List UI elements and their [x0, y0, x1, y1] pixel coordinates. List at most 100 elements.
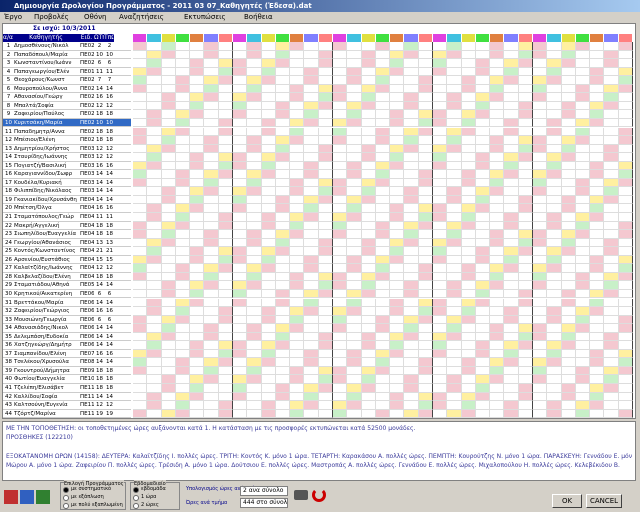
slot[interactable] — [475, 204, 491, 213]
slot[interactable] — [333, 255, 348, 265]
cell[interactable]: 12 — [96, 154, 103, 161]
slot[interactable] — [361, 178, 376, 188]
cell[interactable]: ΠΕ04 — [80, 265, 94, 272]
slot[interactable] — [218, 315, 233, 325]
slot[interactable] — [275, 230, 291, 239]
slot[interactable] — [504, 375, 519, 384]
cell[interactable]: ΠΕ02 — [80, 128, 94, 135]
slot[interactable] — [161, 392, 176, 402]
slot[interactable] — [261, 349, 276, 359]
slot[interactable] — [404, 42, 419, 51]
slot[interactable] — [618, 272, 633, 282]
slot[interactable] — [533, 392, 548, 402]
slot[interactable] — [518, 144, 533, 154]
slot[interactable] — [147, 178, 162, 188]
slot[interactable] — [475, 161, 491, 171]
slot[interactable] — [433, 195, 448, 205]
cell[interactable]: 37 — [5, 350, 12, 357]
slot[interactable] — [618, 401, 633, 410]
slot[interactable] — [518, 384, 533, 393]
slot[interactable] — [533, 349, 548, 359]
slot[interactable] — [447, 136, 462, 145]
cell[interactable]: 12 — [96, 102, 103, 109]
slot[interactable] — [275, 298, 291, 308]
slot[interactable] — [133, 230, 148, 239]
cell[interactable]: Δημητρίου/Χρήστος — [14, 145, 70, 152]
slot[interactable] — [618, 59, 633, 68]
slot[interactable] — [547, 170, 562, 179]
slot[interactable] — [418, 118, 433, 128]
cell[interactable]: 8 — [6, 102, 11, 109]
slot[interactable] — [547, 324, 562, 333]
cell[interactable]: 7 — [107, 77, 112, 84]
slot[interactable] — [247, 84, 262, 94]
slot[interactable] — [133, 93, 148, 102]
slot[interactable] — [247, 392, 262, 402]
slot[interactable] — [147, 110, 162, 119]
cell[interactable]: 44 — [5, 410, 12, 417]
slot[interactable] — [304, 110, 319, 119]
slot[interactable] — [261, 392, 276, 402]
slot[interactable] — [233, 195, 248, 205]
slot[interactable] — [261, 50, 276, 60]
slot[interactable] — [290, 76, 305, 85]
cell[interactable]: 25 — [5, 248, 12, 255]
slot[interactable] — [561, 315, 576, 325]
slot[interactable] — [561, 144, 576, 154]
slot[interactable] — [190, 349, 205, 359]
slot[interactable] — [218, 384, 233, 393]
slot[interactable] — [247, 136, 262, 145]
slot[interactable] — [604, 281, 619, 290]
slot[interactable] — [547, 230, 562, 239]
slot[interactable] — [590, 409, 605, 419]
cell[interactable]: ΠΕ01 — [80, 68, 94, 75]
slot[interactable] — [461, 153, 476, 162]
slot[interactable] — [433, 409, 448, 419]
slot[interactable] — [590, 349, 605, 359]
slot[interactable] — [175, 110, 191, 119]
slot[interactable] — [404, 272, 419, 282]
slot[interactable] — [275, 358, 291, 367]
slot[interactable] — [475, 324, 491, 333]
slot[interactable] — [475, 332, 491, 342]
slot[interactable] — [318, 187, 333, 196]
slot[interactable] — [333, 324, 348, 333]
slot[interactable] — [204, 170, 219, 179]
slot[interactable] — [375, 144, 391, 154]
slot[interactable] — [204, 110, 219, 119]
cell[interactable]: ΠΕ04 — [80, 196, 94, 203]
slot[interactable] — [233, 84, 248, 94]
slot[interactable] — [190, 170, 205, 179]
slot[interactable] — [318, 42, 333, 51]
slot[interactable] — [375, 170, 391, 179]
slot[interactable] — [204, 67, 219, 77]
slot[interactable] — [461, 349, 476, 359]
slot[interactable] — [175, 204, 191, 213]
slot[interactable] — [304, 50, 319, 60]
slot[interactable] — [133, 366, 148, 376]
slot[interactable] — [318, 358, 333, 367]
slot[interactable] — [247, 298, 262, 308]
slot[interactable] — [161, 195, 176, 205]
slot[interactable] — [361, 349, 376, 359]
slot[interactable] — [290, 315, 305, 325]
slot[interactable] — [575, 264, 591, 273]
cell[interactable]: ΠΕ06 — [80, 308, 94, 315]
slot[interactable] — [161, 144, 176, 154]
slot[interactable] — [333, 341, 348, 350]
slot[interactable] — [504, 255, 519, 265]
slot[interactable] — [375, 375, 391, 384]
slot[interactable] — [461, 187, 476, 196]
slot[interactable] — [390, 221, 405, 231]
dropdown[interactable]: 444 στο σύνολο — [240, 498, 288, 508]
slot[interactable] — [161, 264, 176, 273]
cell[interactable]: 17 — [5, 179, 12, 186]
slot[interactable] — [547, 264, 562, 273]
slot[interactable] — [304, 332, 319, 342]
slot[interactable] — [333, 315, 348, 325]
slot[interactable] — [190, 84, 205, 94]
ok-button[interactable]: OK — [552, 494, 582, 508]
slot[interactable] — [533, 366, 548, 376]
slot[interactable] — [347, 187, 362, 196]
slot[interactable] — [347, 384, 362, 393]
